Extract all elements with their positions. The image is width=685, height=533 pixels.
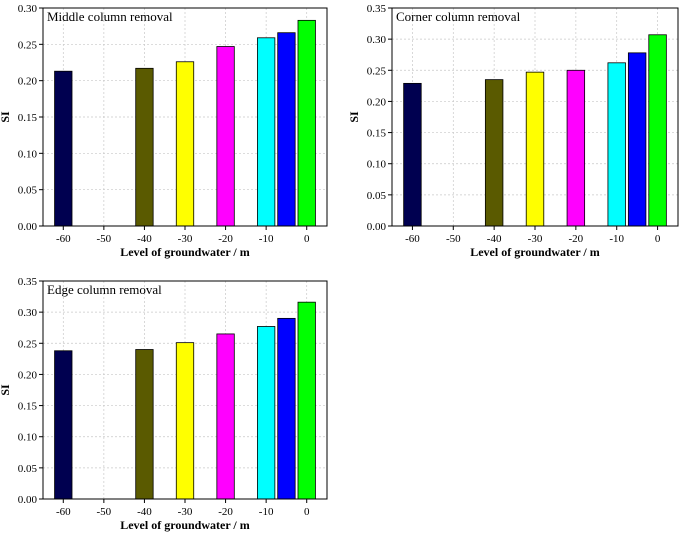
- x-tick-label: 0: [304, 506, 310, 518]
- x-tick-label: -50: [97, 506, 112, 518]
- bar-3: [566, 69, 586, 227]
- y-tick-label: 0.05: [18, 463, 38, 475]
- x-axis-label: Level of groundwater / m: [470, 245, 600, 259]
- x-tick-label: -30: [528, 233, 543, 245]
- x-tick-label: -30: [178, 233, 193, 245]
- x-tick-label: -40: [137, 233, 152, 245]
- y-tick-label: 0.05: [18, 185, 38, 197]
- chart-title: Corner column removal: [396, 9, 521, 24]
- x-tick-label: -30: [178, 506, 193, 518]
- bar-5: [627, 52, 647, 227]
- y-tick-label: 0.30: [18, 307, 38, 319]
- y-tick-label: 0.10: [18, 432, 38, 444]
- y-tick-label: 0.25: [18, 338, 38, 350]
- x-axis-label: Level of groundwater / m: [120, 518, 250, 532]
- x-tick-label: -20: [218, 506, 233, 518]
- y-tick-label: 0.35: [18, 276, 38, 288]
- x-tick-label: -40: [137, 506, 152, 518]
- chart-middle-column-removal: 0.00 0.05 0.10 0.15 0.20 0.25 0.30 -60 -50 -40 -30…: [0, 3, 328, 259]
- bar-5: [277, 317, 296, 500]
- bar-1: [484, 79, 504, 227]
- x-tick-label: -60: [56, 233, 71, 245]
- y-tick-label: 0.15: [367, 128, 387, 140]
- x-tick-label: -60: [405, 233, 420, 245]
- bar-2: [175, 342, 195, 500]
- x-tick-label: -20: [218, 233, 233, 245]
- y-axis-label: SI: [0, 111, 12, 123]
- y-tick-label: 0.05: [367, 190, 387, 202]
- x-axis-label: Level of groundwater / m: [120, 245, 250, 259]
- y-tick-label: 0.30: [18, 3, 38, 15]
- bar-6: [648, 34, 667, 227]
- y-tick-label: 0.35: [367, 3, 387, 15]
- bar-3: [216, 46, 235, 227]
- y-tick-label: 0.00: [18, 221, 38, 233]
- x-tick-label: -10: [259, 233, 274, 245]
- bar-2: [175, 61, 195, 227]
- y-axis-label: SI: [347, 111, 361, 123]
- x-tick-label: -20: [569, 233, 584, 245]
- chart-edge-column-removal: 0.00 0.05 0.10 0.15 0.20 0.25 0.30 0.35 -60 -50 -4…: [0, 276, 328, 532]
- y-tick-label: 0.20: [18, 369, 38, 381]
- y-tick-label: 0.20: [18, 76, 38, 88]
- bar-0: [54, 70, 73, 227]
- x-tick-label: -10: [259, 506, 274, 518]
- y-tick-label: 0.15: [18, 401, 38, 413]
- y-tick-label: 0.20: [367, 96, 387, 108]
- x-tick-label: -60: [56, 506, 71, 518]
- bar-5: [277, 32, 296, 227]
- bar-4: [257, 37, 276, 227]
- chart-title: Edge column removal: [47, 282, 162, 297]
- x-tick-label: -10: [609, 233, 624, 245]
- bar-0: [403, 82, 422, 227]
- chart-corner-column-removal: 0.00 0.05 0.10 0.15 0.20 0.25 0.30 0.35 -60 -50 -4…: [347, 3, 679, 259]
- bar-2: [525, 71, 545, 227]
- bar-3: [216, 333, 235, 500]
- y-tick-label: 0.15: [18, 112, 38, 124]
- x-tick-label: 0: [304, 233, 310, 245]
- bar-1: [135, 67, 154, 227]
- chart-title: Middle column removal: [47, 9, 173, 24]
- bar-4: [257, 326, 276, 500]
- y-tick-label: 0.10: [18, 148, 38, 160]
- bar-0: [54, 350, 73, 500]
- x-tick-label: 0: [655, 233, 661, 245]
- y-tick-label: 0.30: [367, 34, 387, 46]
- y-axis-label: SI: [0, 384, 12, 396]
- y-tick-label: 0.25: [18, 39, 38, 51]
- x-tick-label: -50: [97, 233, 112, 245]
- y-tick-label: 0.00: [18, 494, 38, 506]
- y-tick-label: 0.25: [367, 65, 387, 77]
- y-tick-label: 0.00: [367, 221, 387, 233]
- bar-1: [135, 349, 154, 500]
- bar-4: [607, 62, 626, 227]
- bar-6: [297, 301, 316, 500]
- x-tick-label: -40: [487, 233, 502, 245]
- x-tick-label: -50: [446, 233, 461, 245]
- y-tick-label: 0.10: [367, 159, 387, 171]
- bar-6: [297, 19, 316, 227]
